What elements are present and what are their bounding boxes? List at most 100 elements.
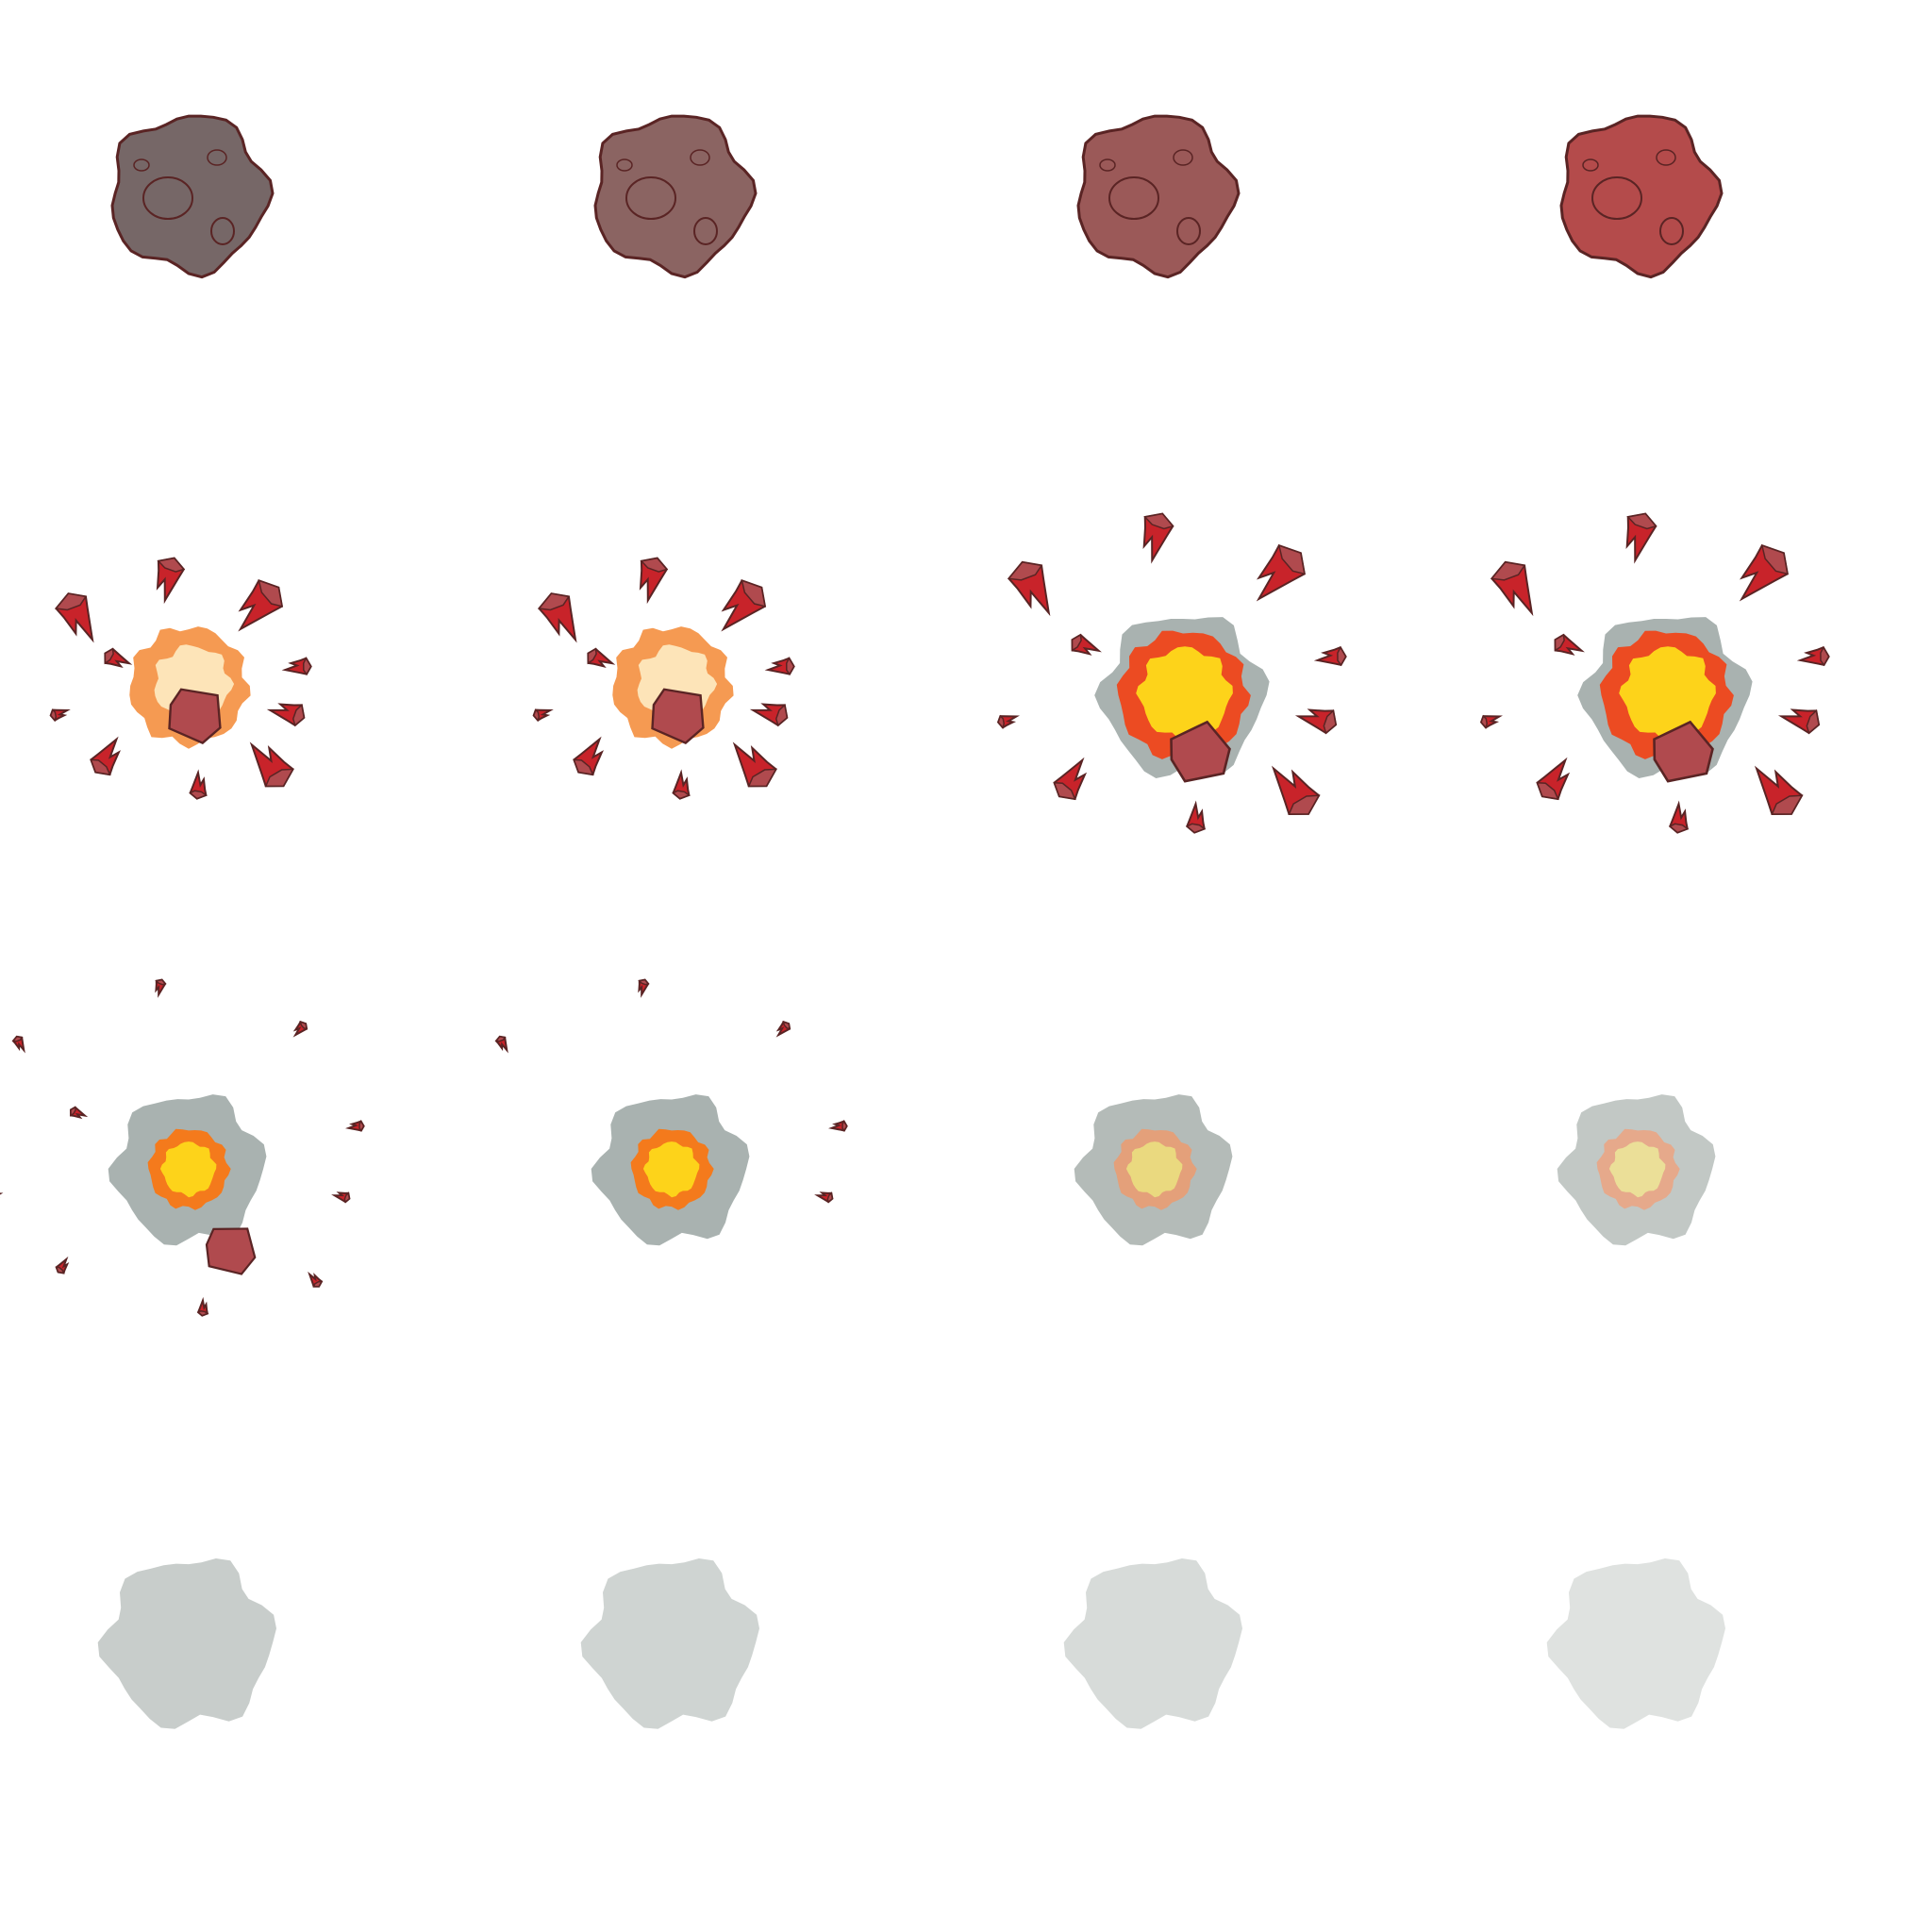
frame-art [532,557,795,800]
debris-shard [156,557,186,605]
smoke-cloud [580,1558,759,1729]
debris-fragment [55,1256,70,1274]
sprite-frame-3 [966,0,1449,483]
debris-shard [532,708,554,723]
fireball-core [1136,646,1233,743]
debris-shard [49,708,71,723]
explosion-burst [532,557,795,800]
crater [1108,176,1159,220]
debris-fragment [69,1106,89,1120]
debris-shard [281,657,312,676]
debris-chunk [168,688,222,744]
debris-shard [1294,708,1338,735]
sprite-frame-13 [0,1449,483,1932]
debris-shard [996,714,1020,729]
debris-shard [1185,800,1207,834]
asteroid [110,114,275,279]
debris-fragment [331,1191,351,1204]
crater [1176,217,1201,245]
debris-shard [1256,543,1306,602]
crater [1582,158,1599,172]
debris-fragment [155,978,167,998]
debris-chunk [205,1227,257,1275]
frame-art [49,557,312,800]
frame-art [593,114,758,279]
frame-art [1557,1094,1716,1246]
sprite-frame-7 [966,483,1449,966]
debris-shard [104,647,133,669]
debris-shard [1479,714,1503,729]
debris-shard [1536,757,1571,801]
asteroid [1559,114,1724,279]
fireball-core [642,1141,700,1198]
debris-shard [764,657,795,676]
debris-shard [1053,757,1088,801]
frame-art [1063,1558,1242,1729]
crater [693,217,718,245]
debris-shard [238,579,284,632]
sprite-frame-8 [1449,483,1932,966]
debris-shard [1313,645,1347,667]
explosion-burst [996,512,1347,834]
fireball-core [1125,1141,1183,1198]
debris-fragment [292,1020,308,1038]
sprite-frame-6 [483,483,966,966]
smoke-cloud [97,1558,276,1729]
frame-art [97,1558,276,1729]
frame-art [580,1558,759,1729]
debris-shard [1490,560,1534,617]
sprite-frame-4 [1449,0,1932,483]
sprite-frame-1 [0,0,483,483]
frame-art [0,978,365,1317]
debris-shard [55,592,94,643]
sprite-frame-14 [483,1449,966,1932]
debris-shard [672,769,691,800]
fireball-with-smoke [1074,1094,1233,1246]
debris-shard [639,557,669,605]
sprite-frame-15 [966,1449,1449,1932]
debris-shard [721,579,767,632]
asteroid [1076,114,1241,279]
debris-chunk [651,688,705,744]
debris-shard [573,736,604,776]
debris-shard [1554,633,1585,656]
debris-fragment [638,978,650,998]
fireball-core [1619,646,1716,743]
debris-shard [1796,645,1830,667]
crater [690,149,710,166]
debris-shard [1754,765,1804,815]
debris-shard [90,736,121,776]
crater [1659,217,1684,245]
frame-art [1479,512,1830,834]
debris-fragment [775,1020,791,1038]
sprite-frame-16 [1449,1449,1932,1932]
debris-fragment [196,1296,209,1317]
frame-art [1076,114,1241,279]
debris-chunk [1170,720,1231,783]
crater [207,149,227,166]
frame-art [1546,1558,1725,1729]
debris-fragment [308,1271,324,1288]
sprite-frame-12 [1449,966,1932,1449]
explosion-burst [1479,512,1830,834]
crater [1099,158,1116,172]
debris-fragment [494,1035,508,1054]
asteroid [593,114,758,279]
crater [133,158,150,172]
debris-shard [249,741,294,788]
smoke-cloud [1546,1558,1725,1729]
fireball-with-smoke [494,978,848,1246]
sprite-frame-2 [483,0,966,483]
debris-fragment [814,1191,834,1204]
debris-shard [1739,543,1789,602]
sprite-frame-5 [0,483,483,966]
crater [616,158,633,172]
debris-shard [538,592,577,643]
frame-art [494,978,848,1246]
debris-fragment [344,1120,365,1132]
fireball-with-smoke [0,978,365,1317]
debris-fragment [0,1192,4,1205]
frame-art [1559,114,1724,279]
debris-shard [749,703,789,727]
crater [625,176,676,220]
